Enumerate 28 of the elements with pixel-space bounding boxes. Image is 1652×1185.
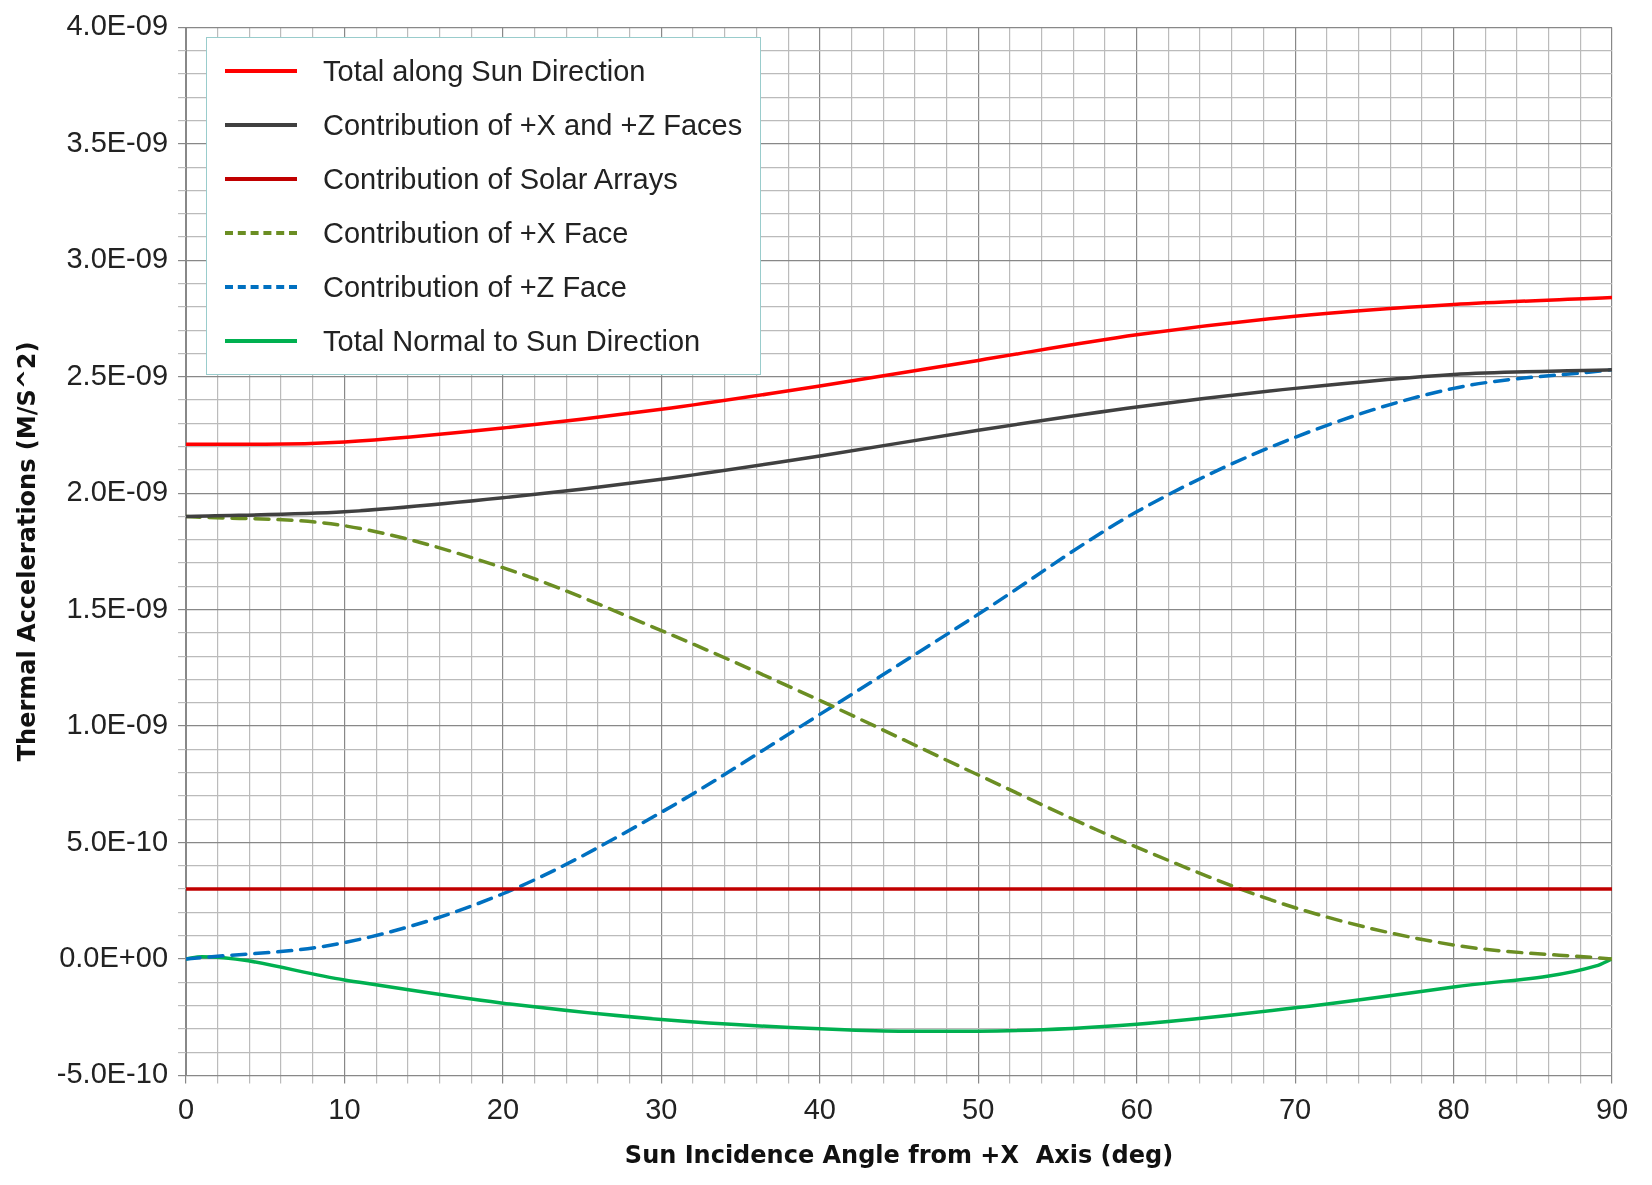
y-tick-label: 4.0E-09 — [66, 9, 169, 42]
legend-label: Contribution of Solar Arrays — [323, 162, 678, 196]
legend-label: Contribution of +X and +Z Faces — [323, 108, 743, 142]
x-tick-label: 10 — [328, 1092, 361, 1125]
x-tick-label: 50 — [962, 1092, 995, 1125]
y-tick-label: -5.0E-10 — [56, 1057, 169, 1090]
x-tick-label: 0 — [177, 1092, 195, 1125]
y-tick-label: 1.0E-09 — [66, 708, 169, 741]
y-axis-title: Thermal Accelerations (M/S^2) — [12, 341, 41, 762]
x-axis-title: Sun Incidence Angle from +X Axis (deg) — [624, 1140, 1174, 1169]
legend-label: Contribution of +Z Face — [323, 270, 627, 304]
x-tick-label: 80 — [1437, 1092, 1470, 1125]
legend-label: Total Normal to Sun Direction — [323, 324, 701, 358]
legend-label: Total along Sun Direction — [323, 54, 646, 88]
y-tick-label: 3.5E-09 — [66, 125, 169, 158]
y-tick-label: 2.5E-09 — [66, 358, 169, 391]
x-tick-label: 90 — [1595, 1092, 1629, 1125]
x-tick-label: 70 — [1278, 1092, 1312, 1125]
y-tick-label: 5.0E-10 — [66, 824, 169, 857]
y-tick-label: 2.0E-09 — [66, 475, 169, 508]
x-tick-label: 20 — [486, 1092, 520, 1125]
legend-label: Contribution of +X Face — [323, 216, 629, 250]
x-tick-label: 40 — [803, 1092, 836, 1125]
x-tick-label: 30 — [645, 1092, 678, 1125]
x-tick-label: 60 — [1120, 1092, 1153, 1125]
y-tick-label: 0.0E+00 — [59, 940, 169, 973]
y-tick-label: 3.0E-09 — [66, 242, 169, 275]
y-tick-label: 1.5E-09 — [66, 591, 169, 624]
